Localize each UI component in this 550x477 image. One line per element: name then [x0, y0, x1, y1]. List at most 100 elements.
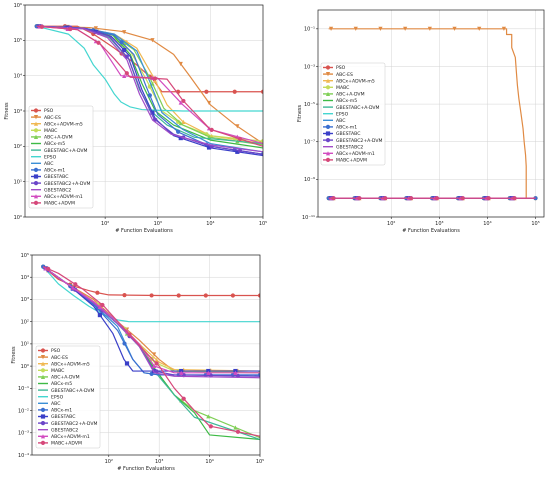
- tick-labels: 10² 10³ 10⁴ 10⁵ 10⁰ 10¹ 10² 10³ 10⁴ 10⁵ 10⁶: [14, 3, 268, 227]
- legend-gbestabc-marker: [325, 131, 331, 136]
- x-axis-label: # Function Evaluations: [115, 228, 173, 234]
- legend-item-mabc-advm: MABC+ADVM: [38, 441, 82, 447]
- legend-gbestabc2-a-dvm-marker: [33, 181, 39, 186]
- legend-label: MABC: [336, 85, 349, 91]
- abc-es-marker: [122, 30, 127, 35]
- legend-item-abcx-advm-m1: ABCx+ADVM-m1: [38, 434, 90, 440]
- abc-es-marker: [235, 124, 240, 129]
- abcx-advm-m5-marker: [152, 78, 158, 83]
- legend-mabc-advm-marker: [325, 157, 331, 162]
- mabc-advm-marker: [46, 266, 51, 271]
- legend-pso-marker: [325, 65, 331, 70]
- gbestabc-marker: [97, 312, 103, 318]
- y-tick-label: 10⁻⁵: [304, 102, 315, 108]
- mabc-advm-marker: [237, 136, 243, 142]
- legend-item-gbestabc2-a-dvm: GBESTABC2+A-DVM: [323, 138, 382, 144]
- series-line-gbestabc2-a-dvm: [36, 25, 263, 155]
- legend-label: ABCx-m1: [336, 125, 357, 131]
- abcx-advm-m1-marker: [70, 285, 75, 290]
- mabc-advm-marker: [208, 424, 213, 429]
- x-tick-label: 10⁴: [205, 459, 213, 465]
- legend-label: ABCx-m5: [44, 141, 65, 147]
- legend-item-abc-es: ABC-ES: [323, 72, 353, 78]
- gbestabc-marker: [150, 110, 155, 115]
- series-line-epso: [36, 25, 263, 112]
- abcx-advm-m1-marker: [152, 363, 157, 368]
- legend-abc-a-dvm-marker: [325, 91, 331, 96]
- tick-labels: 10² 10³ 10⁴ 10⁵ 10⁻¹¹ 10⁻⁹ 10⁻⁷ 10⁻⁵ 10⁻³ 10⁻¹: [302, 27, 540, 227]
- y-tick-label: 10⁻¹: [18, 386, 29, 392]
- x-tick-label: 10²: [387, 221, 395, 227]
- y-tick-label: 10⁴: [21, 275, 29, 281]
- legend-abc-es-marker: [325, 72, 331, 77]
- legend-item-gbestabc2: GBESTABC2: [31, 187, 71, 193]
- legend-abc-a-dvm-marker: [33, 134, 39, 139]
- abcx-advm-m5-marker: [154, 357, 159, 362]
- abc-es-marker: [93, 26, 98, 31]
- mabc-advm-marker: [383, 196, 388, 201]
- legend-item-abcx-m1: ABCx-m1: [323, 125, 357, 131]
- legend-label: GBESTABC2+A-DVM: [44, 181, 90, 187]
- legend-label: ABCx+ADVM-m1: [44, 194, 83, 200]
- legend-label: GBESTABC: [44, 174, 68, 180]
- legend-item-abc-a-dvm: ABC+A-DVM: [31, 135, 73, 141]
- chart-bottom-left: 10² 10³ 10⁴ 10⁵ 10⁻⁴ 10⁻³ 10⁻² 10⁻¹ 10⁰ 10¹ 10² 10³…: [11, 253, 264, 472]
- series-group: [326, 26, 538, 201]
- legend-abcx-advm-m1-marker: [40, 434, 46, 439]
- legend-label: MABC: [51, 368, 64, 374]
- y-tick-label: 10⁶: [14, 3, 22, 9]
- mabc-marker: [176, 119, 181, 124]
- legend-item-mabc: MABC: [323, 85, 349, 91]
- mabc-advm-marker: [408, 196, 414, 201]
- plot-frame: [31, 254, 261, 456]
- y-tick-label: 10⁻¹¹: [302, 215, 315, 221]
- legend-item-mabc: MABC: [38, 368, 64, 374]
- legend-label: ABC+A-DVM: [44, 135, 73, 141]
- legend-label: GBESTABC: [336, 131, 360, 137]
- legend-label: ABCx-m5: [336, 98, 357, 104]
- legend-label: PSO: [44, 108, 54, 114]
- abcx-m1-marker: [147, 93, 152, 98]
- abc-es-marker: [501, 26, 507, 31]
- x-tick-label: 10⁵: [531, 221, 539, 227]
- legend-label: MABC: [44, 128, 57, 134]
- series-line-abc-es: [36, 25, 263, 145]
- legend-item-gbestabc: GBESTABC: [323, 131, 360, 137]
- legend-abc-es-marker: [40, 355, 46, 360]
- mabc-advm-marker: [486, 196, 491, 201]
- legend-box: [35, 345, 101, 449]
- legend-label: MABC+ADVM: [51, 441, 82, 447]
- y-axis-label: Fitness: [11, 346, 17, 364]
- mabc-advm-marker: [181, 396, 186, 401]
- y-tick-label: 10⁻¹: [304, 27, 315, 33]
- abc-es-marker: [328, 26, 334, 31]
- abcx-advm-m1-marker: [178, 100, 183, 105]
- legend-item-abc: ABC: [323, 118, 345, 124]
- abc-es-marker: [378, 26, 383, 31]
- abc-es-marker: [477, 26, 482, 31]
- legend-label: ABCx+ADVM-m1: [51, 434, 90, 440]
- gbestabc-marker: [235, 149, 240, 154]
- y-tick-label: 10²: [21, 319, 29, 325]
- abc-a-dvm-marker: [178, 121, 183, 126]
- mabc-advm-marker: [68, 26, 73, 32]
- gbestabc-marker: [124, 361, 130, 366]
- legend: PSOABC-ESABCx+ADVM-m5MABCABC+A-DVMABCx-m…: [28, 105, 94, 209]
- pso-marker: [149, 293, 154, 298]
- legend-item-gbestabc-a-dvm: GBESTABC+A-DVM: [323, 105, 380, 111]
- legend-item-gbestabc2-a-dvm: GBESTABC2+A-DVM: [38, 421, 97, 427]
- y-tick-label: 10³: [14, 109, 22, 115]
- legend-item-abcx-advm-m5: ABCx+ADVM-m5: [38, 361, 90, 367]
- y-tick-label: 10⁻²: [18, 408, 29, 414]
- legend-item-abcx-advm-m1: ABCx+ADVM-m1: [31, 194, 83, 200]
- legend-gbestabc2-a-dvm-marker: [40, 421, 46, 426]
- pso-marker: [260, 89, 263, 94]
- legend-item-abcx-advm-m5: ABCx+ADVM-m5: [323, 78, 375, 84]
- legend-item-abc: ABC: [38, 401, 60, 407]
- legend-gbestabc-marker: [33, 174, 39, 179]
- pso-marker: [232, 89, 237, 94]
- pso-marker: [204, 89, 209, 94]
- y-tick-label: 10⁰: [21, 364, 29, 370]
- legend-label: EPSO: [336, 111, 349, 117]
